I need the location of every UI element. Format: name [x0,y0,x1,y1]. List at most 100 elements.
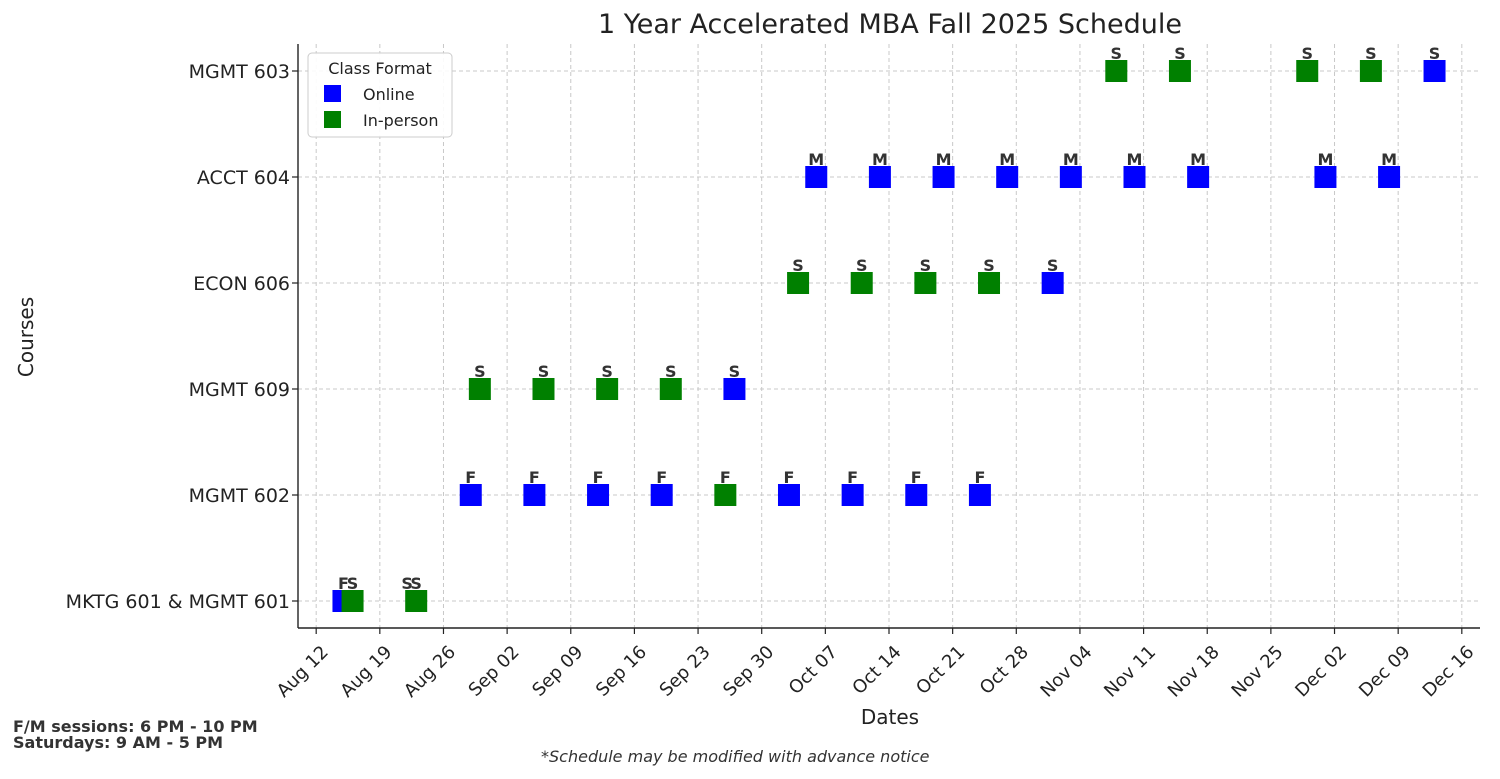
legend-label: Online [363,85,415,104]
legend-title: Class Format [328,59,432,78]
x-tick-label: Aug 12 [273,642,333,702]
y-tick-label: MGMT 603 [189,61,290,83]
session-marker [968,484,991,506]
session-day-label: S [538,362,550,381]
session-day-label: F [847,468,858,487]
x-tick-label: Nov 25 [1228,642,1288,702]
session-marker [978,272,1001,294]
saturday-sessions-note: Saturdays: 9 AM - 5 PM [13,733,224,752]
session-day-label: S [729,362,741,381]
x-tick-label: Aug 19 [336,642,396,702]
session-day-label: S [601,362,613,381]
session-marker [587,484,610,506]
x-tick-label: Sep 16 [592,642,651,701]
x-tick-label: Aug 26 [400,642,460,702]
session-marker [996,166,1019,188]
session-marker [523,484,546,506]
session-marker [905,484,928,506]
x-tick-label: Oct 28 [976,642,1033,699]
session-marker [1059,166,1082,188]
session-day-label: F [593,468,604,487]
fm-sessions-note: F/M sessions: 6 PM - 10 PM [13,717,258,736]
grid-lines [298,44,1480,628]
y-tick-label: MGMT 602 [189,485,290,507]
x-tick-label: Dec 02 [1291,642,1351,702]
session-day-label: F [911,468,922,487]
tick-labels: Aug 12 Aug 19 Aug 26 Sep 02 Sep 09 Sep 16 Sep … [66,61,1479,702]
session-day-label: F [338,574,349,593]
session-day-label: F [974,468,985,487]
x-tick-label: Oct 14 [848,642,905,699]
session-day-label: S [401,574,413,593]
x-tick-label: Dec 09 [1355,642,1415,702]
session-day-label: F [784,468,795,487]
session-marker [1168,60,1191,82]
session-marker [850,272,873,294]
session-marker [805,166,828,188]
x-axis-label: Dates [861,705,919,729]
x-tick-label: Oct 07 [785,642,842,699]
session-day-label: S [1047,256,1059,275]
session-marker [1423,60,1446,82]
x-tick-label: Dec 16 [1419,642,1479,702]
session-day-label: F [656,468,667,487]
session-marker [341,590,364,612]
session-day-label: S [1365,44,1377,63]
session-day-label: M [1190,150,1206,169]
session-marker [914,272,937,294]
legend: Class Format Online In-person [307,52,453,138]
session-day-label: S [792,256,804,275]
session-marker [650,484,673,506]
session-day-label: S [347,574,359,593]
x-tick-label: Oct 21 [912,642,969,699]
session-day-label: S [856,256,868,275]
session-marker [1378,166,1401,188]
y-tick-label: ECON 606 [193,273,290,295]
session-marker [532,378,555,400]
session-marker [1187,166,1210,188]
axes [292,44,1480,634]
session-day-label: S [983,256,995,275]
chart-title: 1 Year Accelerated MBA Fall 2025 Schedul… [598,9,1182,40]
session-marker [459,484,482,506]
session-marker [787,272,810,294]
session-marker [714,484,737,506]
session-marker [659,378,682,400]
session-day-label: F [465,468,476,487]
session-marker [468,378,491,400]
session-marker [405,590,428,612]
session-day-label: M [1381,150,1397,169]
session-day-label: M [936,150,952,169]
x-tick-label: Sep 09 [528,642,587,701]
x-tick-label: Nov 18 [1164,642,1224,702]
session-day-label: M [1317,150,1333,169]
session-day-label: S [1301,44,1313,63]
x-tick-label: Nov 11 [1100,642,1160,702]
session-day-label: S [1429,44,1441,63]
y-tick-label: ACCT 604 [197,167,290,189]
session-day-label: S [920,256,932,275]
x-tick-label: Sep 23 [656,642,715,701]
session-day-label: M [872,150,888,169]
session-marker [1314,166,1337,188]
session-day-label: S [1111,44,1123,63]
session-day-label: F [720,468,731,487]
session-marker [1359,60,1382,82]
session-day-label: F [529,468,540,487]
session-day-label: S [474,362,486,381]
session-marker [596,378,619,400]
session-marker [1041,272,1064,294]
session-day-label: S [1174,44,1186,63]
disclaimer-note: *Schedule may be modified with advance n… [541,747,930,766]
session-day-label: M [808,150,824,169]
y-axis-label: Courses [14,297,38,377]
session-marker [777,484,800,506]
legend-swatch [324,85,341,102]
session-day-label: S [665,362,677,381]
y-tick-label: MKTG 601 & MGMT 601 [66,591,290,613]
session-marker [868,166,891,188]
session-marker [841,484,864,506]
y-tick-label: MGMT 609 [189,379,290,401]
